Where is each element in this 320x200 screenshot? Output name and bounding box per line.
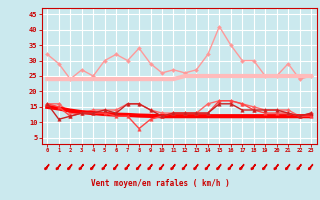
Text: Vent moyen/en rafales ( km/h ): Vent moyen/en rafales ( km/h ) bbox=[91, 178, 229, 188]
